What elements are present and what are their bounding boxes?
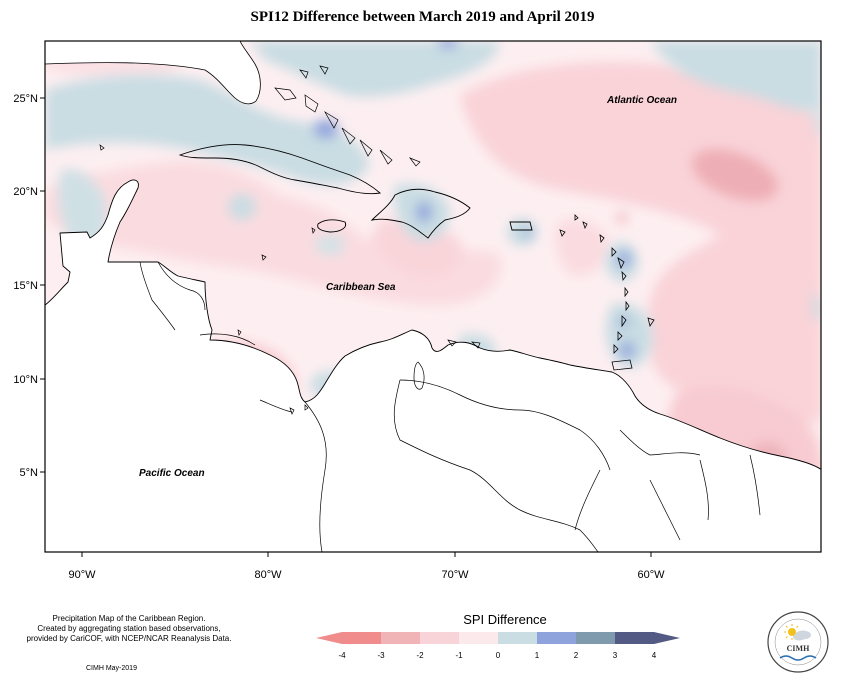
legend-tick-label: -3 bbox=[377, 651, 385, 660]
puerto-rico-land bbox=[509, 221, 533, 231]
legend-bins bbox=[316, 632, 680, 644]
lon-tick-label: 70°W bbox=[441, 569, 469, 581]
legend-tick-label: 3 bbox=[613, 651, 618, 660]
jamaica-land bbox=[317, 219, 347, 233]
lat-tick-label: 15°N bbox=[13, 280, 38, 292]
lat-tick-label: 25°N bbox=[13, 93, 38, 105]
credit-text: Precipitation Map of the Caribbean Regio… bbox=[14, 614, 244, 644]
credit-line: Created by aggregating station based obs… bbox=[37, 624, 221, 633]
color-legend: -4 -3 -2 -1 0 1 2 3 4 bbox=[316, 632, 680, 660]
atlantic-ocean-label: Atlantic Ocean bbox=[606, 95, 677, 106]
interior-borders bbox=[139, 261, 761, 552]
legend-bin bbox=[420, 632, 459, 644]
legend-tick-label: 0 bbox=[496, 651, 501, 660]
hispaniola-land bbox=[370, 188, 471, 239]
legend-bin bbox=[381, 632, 420, 644]
cimh-logo: CIMH bbox=[767, 611, 829, 673]
map-frame bbox=[44, 40, 822, 553]
legend-tick-label: 1 bbox=[535, 651, 540, 660]
legend-tick-label: -2 bbox=[416, 651, 424, 660]
lon-tick-label: 60°W bbox=[637, 569, 665, 581]
credit-line: provided by CariCOF, with NCEP/NCAR Rean… bbox=[26, 634, 232, 643]
cuba-land bbox=[178, 144, 382, 195]
mainland-land bbox=[45, 179, 821, 552]
legend-ticks: -4 -3 -2 -1 0 1 2 3 4 bbox=[338, 651, 656, 660]
lat-tick-label: 10°N bbox=[13, 374, 38, 386]
pacific-ocean-label: Pacific Ocean bbox=[139, 468, 205, 479]
credit-date: CIMH May-2019 bbox=[86, 665, 137, 672]
legend-tick-label: -1 bbox=[455, 651, 463, 660]
legend-tick-label: 2 bbox=[574, 651, 579, 660]
cloud-icon bbox=[793, 630, 811, 641]
legend-tick-label: -4 bbox=[338, 651, 346, 660]
sun-icon bbox=[784, 624, 800, 640]
map-field bbox=[45, 41, 821, 552]
lat-tick-label: 20°N bbox=[13, 186, 38, 198]
longitude-axis: 90°W 80°W 70°W 60°W bbox=[68, 552, 665, 581]
legend-bin bbox=[459, 632, 498, 644]
bahamas-islands bbox=[274, 65, 421, 167]
legend-bin bbox=[537, 632, 576, 644]
legend-bin bbox=[316, 632, 381, 644]
map-title: SPI12 Difference between March 2019 and … bbox=[250, 9, 595, 25]
florida-land bbox=[45, 41, 261, 105]
lon-tick-label: 90°W bbox=[68, 569, 96, 581]
credit-line: Precipitation Map of the Caribbean Regio… bbox=[52, 614, 206, 623]
legend-title: SPI Difference bbox=[463, 612, 547, 627]
legend-bin bbox=[498, 632, 537, 644]
lesser-antilles-islands bbox=[559, 214, 655, 371]
caribbean-sea-label: Caribbean Sea bbox=[326, 282, 396, 293]
legend-bin bbox=[576, 632, 615, 644]
legend-bin bbox=[615, 632, 680, 644]
lon-tick-label: 80°W bbox=[254, 569, 282, 581]
wave-icon bbox=[779, 655, 817, 661]
latitude-axis: 25°N 20°N 15°N 10°N 5°N bbox=[13, 93, 45, 479]
logo-text: CIMH bbox=[787, 644, 810, 653]
legend-tick-label: 4 bbox=[652, 651, 657, 660]
lat-tick-label: 5°N bbox=[20, 467, 39, 479]
small-islands bbox=[99, 144, 481, 415]
